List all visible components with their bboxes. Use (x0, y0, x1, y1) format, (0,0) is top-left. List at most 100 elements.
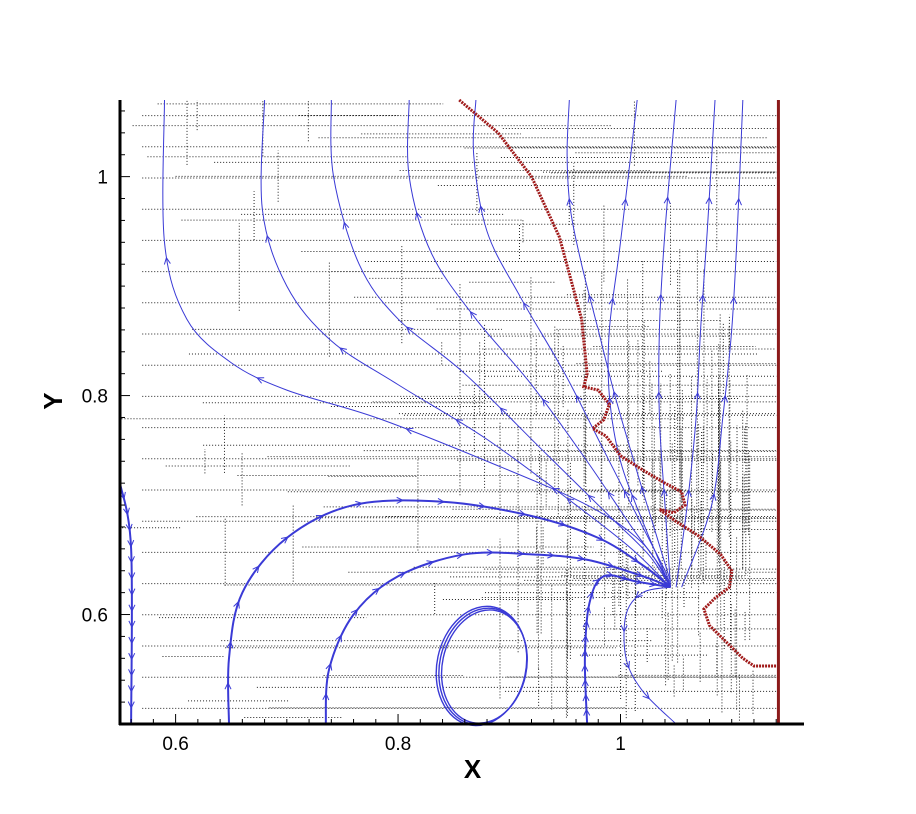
stream-arrow (455, 419, 464, 426)
stream-arrow (592, 578, 601, 587)
stream-arrow (322, 692, 330, 701)
stream-arrow (660, 488, 668, 497)
streamline (407, 99, 671, 588)
y-tick-label: 0.6 (82, 606, 108, 627)
y-tick-label: 0.8 (82, 387, 108, 408)
x-axis-label: X (464, 754, 482, 784)
stream-arrow (657, 293, 665, 302)
stream-arrow (128, 669, 136, 677)
streamline (583, 574, 671, 725)
stream-arrow (478, 502, 487, 510)
stream-arrow (325, 662, 333, 671)
stream-arrow (606, 571, 615, 578)
streamline (162, 99, 671, 588)
stream-arrow (224, 681, 232, 690)
stream-arrow (398, 572, 407, 579)
vortex-ring (438, 607, 528, 726)
stream-arrow (516, 550, 525, 558)
stream-arrow (581, 663, 589, 672)
stream-arrow (127, 556, 135, 564)
stream-arrow (655, 391, 663, 399)
stream-arrow (518, 509, 527, 517)
stream-arrow (623, 660, 630, 670)
stream-arrow (486, 548, 495, 556)
stream-arrow (734, 197, 742, 206)
stream-arrow (721, 394, 729, 403)
stream-arrow (663, 196, 671, 204)
stream-arrow (649, 580, 658, 588)
stream-arrow (575, 394, 583, 403)
stream-arrow (128, 604, 136, 613)
stream-arrow (640, 485, 647, 494)
stream-arrow (426, 560, 435, 567)
stream-arrow (339, 347, 348, 355)
stream-arrow (566, 197, 574, 206)
stream-arrow (608, 297, 616, 306)
stream-arrow (280, 536, 289, 544)
stream-arrow (606, 396, 614, 405)
interface-line (458, 98, 779, 668)
stream-arrow (596, 534, 605, 541)
stream-arrow (523, 302, 530, 311)
streamline (119, 482, 133, 725)
stream-arrow (709, 492, 717, 501)
stream-arrow (551, 488, 560, 495)
interface-curve (458, 98, 779, 668)
stream-arrow (582, 693, 590, 702)
vortex-ring (440, 609, 528, 724)
stream-arrow (355, 500, 364, 508)
stream-arrow (607, 491, 615, 500)
stream-arrow (581, 678, 589, 687)
stream-arrow (252, 565, 260, 574)
streamline (324, 551, 671, 725)
stream-arrow (705, 196, 713, 205)
streamline (330, 99, 671, 588)
stream-arrow (581, 634, 589, 643)
stream-arrow (698, 294, 706, 302)
stream-arrow (587, 294, 595, 303)
streamline (472, 99, 672, 588)
streamline (675, 99, 716, 588)
stream-arrow (405, 427, 414, 435)
stream-arrow (128, 636, 136, 645)
stream-arrow (128, 620, 136, 629)
stream-arrow (583, 708, 591, 716)
stream-arrow (542, 398, 550, 407)
stream-arrow (620, 624, 628, 633)
stream-arrow (577, 554, 586, 562)
stream-arrow (123, 507, 130, 516)
stream-arrow (620, 574, 629, 581)
stream-arrow (315, 514, 324, 522)
y-axis-label: Y (38, 392, 68, 409)
stream-arrow (635, 570, 644, 578)
stream-arrow (587, 494, 596, 503)
streamlines (119, 99, 744, 725)
stream-arrow (396, 496, 405, 504)
streamline (566, 99, 672, 582)
streamline (658, 99, 677, 588)
stream-arrow (635, 590, 643, 599)
stream-arrow (547, 551, 555, 559)
stream-arrow (499, 407, 508, 415)
streamline (227, 499, 672, 725)
stream-arrow (128, 588, 136, 597)
stream-arrow (581, 649, 589, 658)
stream-arrow (437, 497, 446, 505)
streamline (681, 99, 744, 588)
vortex-streamline (435, 605, 528, 727)
stream-arrow (612, 390, 619, 399)
stream-arrow (456, 552, 464, 560)
stream-arrow (684, 489, 692, 497)
stream-arrow (631, 555, 639, 563)
stream-arrow (566, 497, 575, 505)
stream-arrow (478, 204, 486, 214)
stream-arrow (125, 523, 133, 532)
x-tick-label: 1 (615, 734, 626, 755)
stream-arrow (226, 640, 234, 649)
stream-arrow (127, 685, 135, 693)
axes (118, 100, 804, 726)
stream-arrow (730, 296, 738, 305)
stream-arrow (372, 587, 381, 595)
y-tick-label: 1 (97, 168, 108, 189)
